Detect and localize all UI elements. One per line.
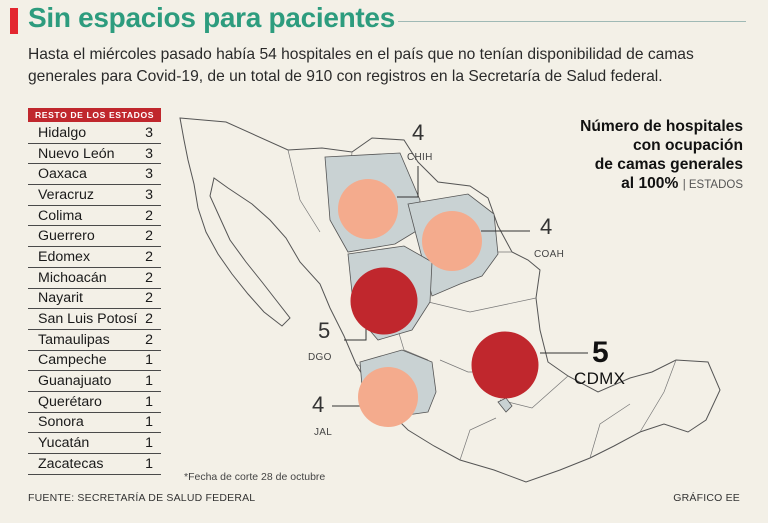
table-row: Nuevo León 3 bbox=[28, 144, 161, 165]
state-value: 2 bbox=[145, 207, 153, 224]
state-value: 1 bbox=[145, 435, 153, 452]
state-value: 2 bbox=[145, 248, 153, 265]
bubble-cdmx bbox=[471, 331, 539, 399]
state-name: Michoacán bbox=[38, 269, 107, 286]
legend-title-line: de camas generales bbox=[594, 156, 743, 173]
footnote: *Fecha de corte 28 de octubre bbox=[184, 471, 326, 483]
state-value: 2 bbox=[145, 331, 153, 348]
state-name: Yucatán bbox=[38, 435, 90, 452]
legend-title-line: al 100% bbox=[621, 175, 679, 192]
table-row: San Luis Potosí 2 bbox=[28, 309, 161, 330]
legend-title-line: al 100% | ESTADOS bbox=[580, 174, 743, 195]
legend-sub-text: ESTADOS bbox=[688, 179, 743, 191]
state-name: Campeche bbox=[38, 352, 107, 369]
table-row: Colima 2 bbox=[28, 206, 161, 227]
state-value: 2 bbox=[145, 311, 153, 328]
state-name: Querétaro bbox=[38, 393, 102, 410]
table-row: Edomex 2 bbox=[28, 247, 161, 268]
state-value: 2 bbox=[145, 290, 153, 307]
table-row: Michoacán 2 bbox=[28, 268, 161, 289]
table-row: Hidalgo 3 bbox=[28, 123, 161, 144]
state-name: Edomex bbox=[38, 248, 91, 265]
state-name: Veracruz bbox=[38, 186, 94, 203]
table-row: Guanajuato 1 bbox=[28, 371, 161, 392]
bubble-layer bbox=[332, 166, 588, 427]
page-title: Sin espacios para pacientes bbox=[28, 2, 395, 33]
bubble-code-cdmx: CDMX bbox=[574, 369, 626, 388]
state-name: Hidalgo bbox=[38, 124, 87, 141]
state-value: 2 bbox=[145, 228, 153, 245]
bubble-value-cdmx: 5 bbox=[592, 336, 609, 369]
states-table: Hidalgo 3 Nuevo León 3 Oaxaca 3 Veracruz 3 Colim… bbox=[28, 123, 161, 475]
legend-title: Número de hospitales con ocupación de ca… bbox=[580, 117, 743, 195]
table-row: Nayarit 2 bbox=[28, 289, 161, 310]
bubble-value-dgo: 5 bbox=[318, 318, 331, 343]
bubble-chih bbox=[338, 179, 398, 239]
table-row: Yucatán 1 bbox=[28, 433, 161, 454]
state-cdmx bbox=[497, 397, 513, 413]
subtitle: Hasta el miércoles pasado había 54 hospi… bbox=[28, 46, 694, 85]
table-row: Querétaro 1 bbox=[28, 392, 161, 413]
bubble-value-chih: 4 bbox=[412, 120, 425, 145]
state-value: 3 bbox=[145, 166, 153, 183]
state-name: Nuevo León bbox=[38, 145, 115, 162]
bubble-jal bbox=[358, 367, 418, 427]
legend-title-line: con ocupación bbox=[632, 137, 743, 154]
table-row: Campeche 1 bbox=[28, 351, 161, 372]
state-value: 3 bbox=[145, 145, 153, 162]
state-name: Tamaulipas bbox=[38, 331, 110, 348]
state-name: Guanajuato bbox=[38, 373, 112, 390]
mexico-outline bbox=[179, 117, 721, 483]
state-name: Sonora bbox=[38, 414, 84, 431]
state-name: Nayarit bbox=[38, 290, 83, 307]
leader-line-chih bbox=[397, 166, 419, 198]
state-value: 3 bbox=[145, 186, 153, 203]
table-row: Zacatecas 1 bbox=[28, 454, 161, 475]
state-value: 1 bbox=[145, 455, 153, 472]
bubble-code-chih: CHIH bbox=[407, 152, 433, 163]
state-name: San Luis Potosí bbox=[38, 311, 138, 328]
bubble-coah bbox=[422, 211, 482, 271]
state-value: 1 bbox=[145, 352, 153, 369]
table-row: Tamaulipas 2 bbox=[28, 330, 161, 351]
bubble-dgo bbox=[350, 267, 418, 335]
bubble-code-jal: JAL bbox=[314, 427, 333, 438]
bubble-value-jal: 4 bbox=[312, 392, 325, 417]
table-row: Veracruz 3 bbox=[28, 185, 161, 206]
state-value: 2 bbox=[145, 269, 153, 286]
state-name: Oaxaca bbox=[38, 166, 87, 183]
table-header: RESTO DE LOS ESTADOS bbox=[28, 108, 161, 122]
table-row: Guerrero 2 bbox=[28, 226, 161, 248]
table-row: Sonora 1 bbox=[28, 413, 161, 434]
table-row: Oaxaca 3 bbox=[28, 164, 161, 186]
bubble-value-coah: 4 bbox=[540, 214, 553, 239]
title-accent-bar bbox=[10, 8, 18, 34]
state-value: 1 bbox=[145, 393, 153, 410]
source-note: FUENTE: SECRETARÍA DE SALUD FEDERAL bbox=[28, 492, 256, 504]
graphic-credit: GRÁFICO EE bbox=[673, 492, 740, 504]
state-value: 1 bbox=[145, 373, 153, 390]
state-name: Colima bbox=[38, 207, 83, 224]
state-name: Zacatecas bbox=[38, 455, 104, 472]
state-value: 1 bbox=[145, 414, 153, 431]
legend-title-line: Número de hospitales bbox=[580, 118, 743, 135]
title-rule bbox=[398, 21, 746, 22]
bubble-code-coah: COAH bbox=[534, 249, 565, 260]
state-value: 3 bbox=[145, 124, 153, 141]
state-name: Guerrero bbox=[38, 228, 95, 245]
legend-sub: | ESTADOS bbox=[682, 179, 743, 191]
bubble-code-dgo: DGO bbox=[308, 352, 332, 363]
